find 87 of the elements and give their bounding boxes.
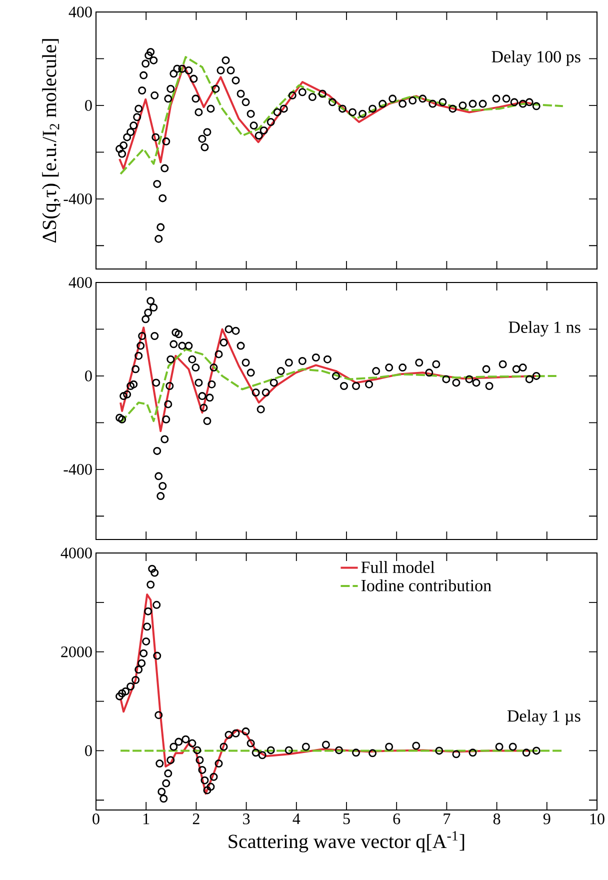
point (200, 776, 209, 784)
x-tick-label: 7 (444, 814, 450, 824)
point (522, 748, 530, 757)
y-tick-label: -400 (64, 194, 92, 204)
y-tick-label: -400 (64, 464, 92, 475)
point (152, 600, 160, 609)
y-axis-title: ΔS(q,τ) [e.u./I$_{2}$ molecule] (42, 39, 60, 242)
point (302, 742, 310, 751)
point (203, 786, 212, 794)
point (214, 760, 223, 768)
point (232, 729, 240, 738)
point (134, 666, 142, 674)
point (155, 760, 164, 768)
point (198, 766, 206, 774)
x-tick-label: 10 (590, 814, 604, 824)
point (139, 649, 148, 658)
line-series (119, 348, 558, 424)
point (412, 742, 420, 750)
line-series (118, 64, 534, 170)
point (115, 692, 124, 700)
point (152, 652, 161, 660)
point (210, 772, 218, 781)
y-tick-label: 0 (84, 100, 92, 111)
point (452, 750, 460, 758)
point (266, 746, 275, 754)
y-tick-label: 0 (84, 370, 92, 382)
point (508, 742, 517, 751)
point (146, 580, 154, 589)
point (242, 727, 250, 736)
point (384, 742, 393, 751)
point (137, 659, 146, 668)
y-tick-label: 400 (68, 6, 92, 18)
point (284, 746, 293, 754)
point (131, 676, 140, 684)
point (322, 740, 330, 749)
x-tick-label: 5 (343, 814, 350, 824)
point (150, 568, 158, 577)
point (258, 751, 266, 760)
point (368, 749, 376, 758)
point (252, 748, 260, 757)
point (142, 637, 150, 646)
point (435, 746, 444, 755)
point (170, 742, 178, 751)
point (468, 748, 477, 757)
point (148, 564, 156, 573)
y-tick-label: 2000 (61, 646, 92, 658)
x-axis-title: Scattering wave vector q[A$^{-1}$] (228, 831, 464, 852)
legend-label: Iodine contribution (361, 579, 492, 592)
annotation: Delay 100 ps (492, 50, 580, 66)
point (206, 782, 215, 791)
point (118, 689, 126, 698)
point (188, 739, 196, 748)
y-tick-label: 400 (68, 277, 92, 288)
point (174, 738, 183, 746)
point (246, 739, 255, 748)
point (224, 730, 233, 739)
point (352, 748, 360, 757)
point (157, 788, 166, 796)
y-tick-label: 4000 (60, 548, 92, 558)
point (166, 756, 174, 764)
point (220, 742, 228, 751)
point (126, 682, 134, 690)
annotation: Delay 1 ns (508, 321, 580, 336)
point (162, 779, 170, 788)
point (164, 769, 172, 778)
y-tick-label: 0 (84, 745, 92, 756)
point (495, 742, 504, 751)
annotation: Delay 1 µs (507, 710, 580, 726)
x-tick-label: 9 (543, 814, 550, 824)
point (182, 735, 190, 744)
point (532, 746, 540, 755)
point (154, 711, 162, 720)
x-tick-label: 0 (92, 814, 100, 824)
x-tick-label: 1 (143, 814, 149, 824)
point (193, 746, 202, 754)
point (121, 687, 130, 696)
x-tick-label: 4 (292, 814, 300, 824)
point (334, 746, 343, 754)
x-tick-label: 8 (493, 814, 500, 824)
point (196, 756, 204, 764)
x-tick-label: 6 (393, 814, 400, 824)
point (159, 794, 168, 803)
point (144, 607, 152, 616)
point (142, 622, 151, 631)
legend-label: Full model (361, 561, 434, 574)
x-tick-label: 3 (242, 814, 250, 824)
x-tick-label: 2 (192, 814, 200, 824)
